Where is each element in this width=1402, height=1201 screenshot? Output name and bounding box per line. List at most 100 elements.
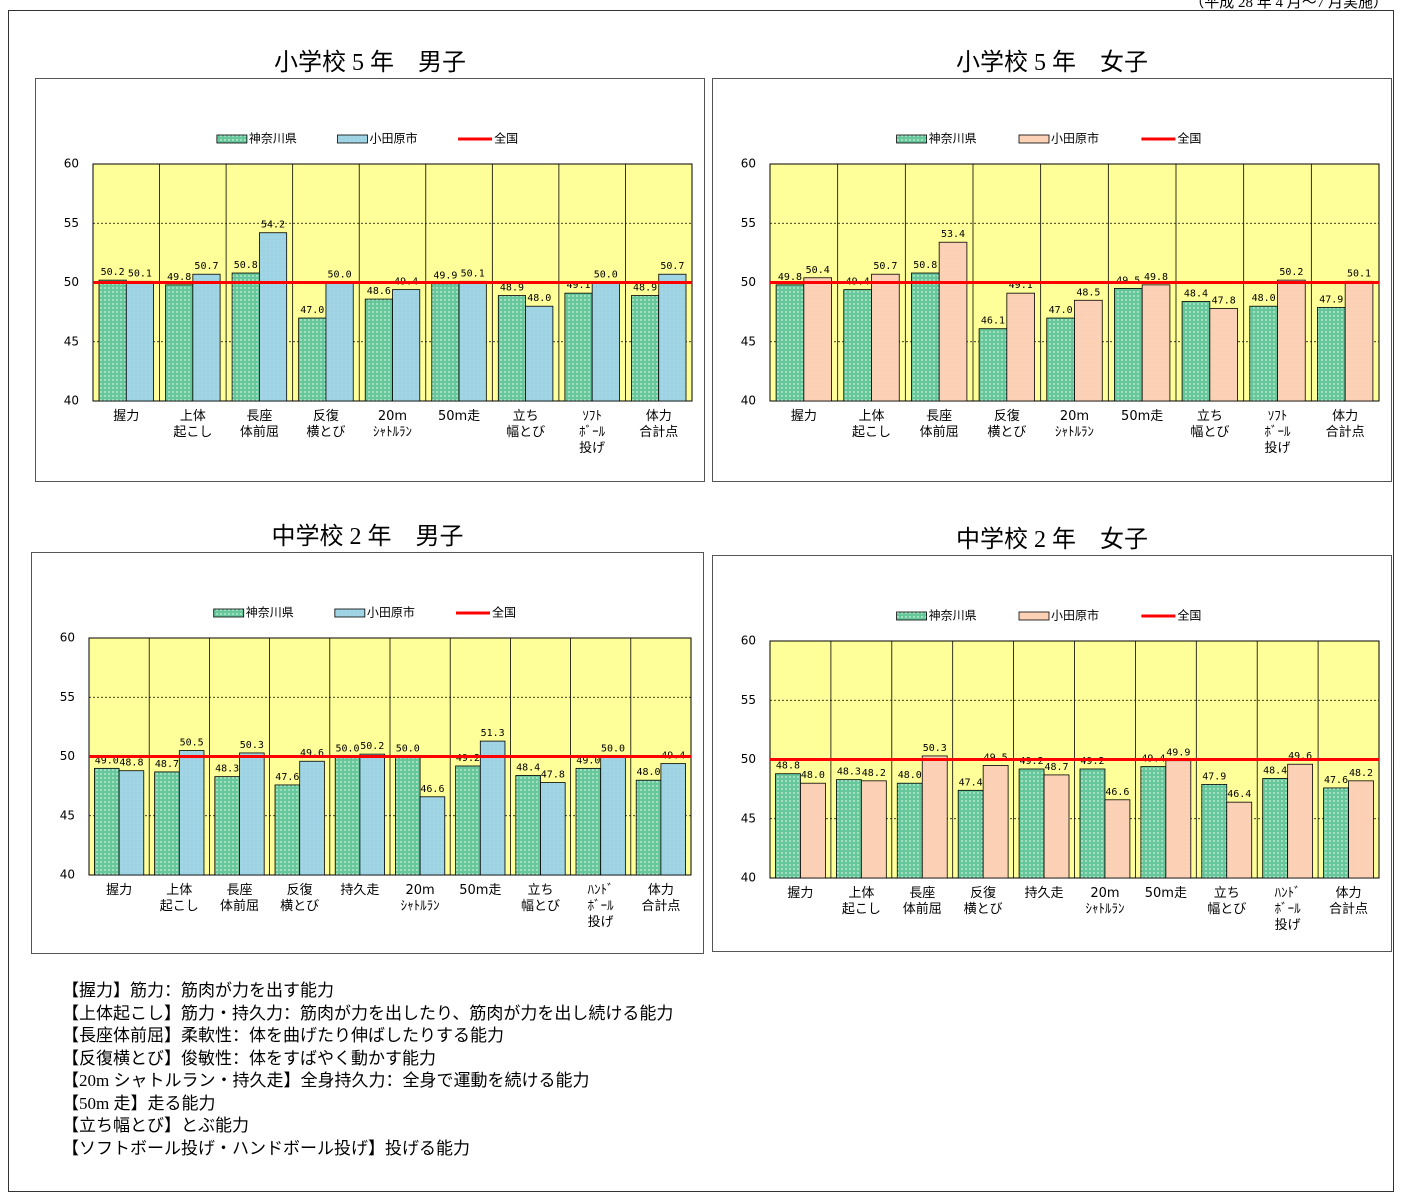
value-label: 50.0 (601, 744, 625, 755)
y-tick-label: 40 (741, 394, 756, 408)
bar (1043, 774, 1070, 879)
bar (1140, 766, 1167, 879)
legend-label: 全国 (1177, 608, 1201, 623)
bar (843, 289, 872, 402)
y-tick-label: 50 (741, 752, 756, 766)
value-label: 49.6 (1288, 751, 1312, 762)
bar (154, 771, 180, 876)
legend-label: 全国 (1177, 131, 1201, 146)
x-tick-label: 長座 体前屈 (239, 409, 279, 440)
bar (1201, 783, 1228, 879)
value-label: 50.0 (336, 744, 360, 755)
bar (419, 796, 446, 876)
value-label: 48.2 (1349, 768, 1373, 779)
bar (392, 289, 421, 402)
bar (192, 273, 221, 402)
value-label: 49.6 (300, 748, 324, 759)
legend-swatch (896, 611, 928, 621)
value-label: 48.3 (837, 767, 861, 778)
x-tick-label: 立ち 幅とび (1190, 409, 1230, 440)
legend-label: 全国 (492, 605, 516, 620)
bar (835, 779, 862, 879)
legend-label: 神奈川県 (929, 132, 977, 146)
description: 【50m 走】走る能力 (62, 1093, 216, 1113)
value-label: 49.2 (1020, 756, 1044, 767)
bar (479, 740, 506, 876)
bar (458, 280, 487, 402)
value-label: 49.0 (576, 755, 600, 766)
bar (1114, 288, 1143, 402)
value-label: 48.4 (516, 762, 540, 773)
x-tick-label: 握力 (787, 886, 814, 901)
bar (239, 752, 265, 876)
y-tick-label: 40 (64, 394, 79, 408)
x-tick-label: 体力 合計点 (641, 883, 681, 914)
bar (600, 756, 626, 876)
bar (982, 765, 1009, 879)
value-label: 48.5 (1076, 287, 1100, 298)
value-label: 53.4 (941, 229, 965, 240)
value-label: 54.2 (261, 220, 285, 231)
x-tick-label: 長座 体前屈 (919, 409, 959, 440)
value-label: 50.4 (806, 265, 830, 276)
value-label: 50.2 (101, 267, 125, 278)
x-tick-label: ｿﾌﾄ ﾎﾞｰﾙ 投げ (1264, 409, 1291, 456)
value-label: 50.1 (461, 268, 485, 279)
x-tick-label: 長座 体前屈 (219, 883, 260, 914)
bar (525, 305, 554, 402)
bar (325, 282, 354, 402)
bar (1323, 787, 1349, 879)
x-tick-label: 上体 起こし (851, 409, 892, 440)
bar (125, 280, 154, 402)
bar (258, 232, 288, 402)
y-tick-label: 45 (60, 808, 75, 822)
bar (658, 273, 687, 402)
x-tick-label: 立ち 幅とび (520, 883, 561, 914)
bar (515, 775, 541, 876)
x-tick-label: 持久走 (1024, 886, 1064, 901)
y-tick-label: 45 (741, 334, 756, 348)
value-label: 47.0 (1049, 305, 1073, 316)
legend-swatch (213, 608, 245, 618)
value-label: 47.4 (959, 777, 983, 788)
x-tick-label: 反復 横とび (987, 409, 1027, 440)
legend-label: 小田原市 (1051, 608, 1099, 623)
bar (298, 317, 327, 402)
value-label: 50.7 (660, 261, 684, 272)
bar (660, 763, 686, 876)
bar (1181, 301, 1211, 402)
bar (497, 295, 527, 402)
chart-title: 中学校 2 年 女子 (956, 527, 1148, 553)
bar (591, 282, 620, 402)
value-label: 49.2 (456, 753, 480, 764)
bar (1209, 308, 1238, 402)
value-label: 48.3 (215, 764, 239, 775)
bar (1344, 280, 1374, 402)
bar (540, 782, 566, 876)
value-label: 48.0 (637, 767, 661, 778)
value-label: 48.2 (862, 768, 886, 779)
x-tick-label: 握力 (790, 409, 817, 424)
description: 【反復横とび】俊敏性：体をすばやく動かす能力 (62, 1048, 436, 1068)
x-tick-label: 50m走 (1144, 886, 1187, 901)
y-tick-label: 50 (741, 275, 756, 289)
x-tick-label: 上体 起こし (159, 883, 199, 914)
bar (978, 328, 1008, 402)
legend-label: 神奈川県 (929, 609, 977, 623)
value-label: 48.8 (776, 761, 800, 772)
legend-swatch (334, 608, 366, 618)
bar (1018, 768, 1045, 879)
value-label: 47.6 (275, 772, 299, 783)
y-tick-label: 55 (60, 690, 75, 704)
bar (1165, 760, 1192, 879)
description: 【握力】筋力：筋肉が力を出す能力 (62, 981, 334, 1000)
value-label: 46.6 (1105, 787, 1129, 798)
value-label: 48.6 (367, 286, 391, 297)
x-tick-label: 立ち 幅とび (506, 409, 546, 440)
chart-title: 小学校 5 年 女子 (956, 50, 1148, 76)
legend-label: 小田原市 (367, 605, 415, 620)
bar (1074, 299, 1103, 402)
y-tick-label: 60 (741, 634, 756, 648)
bar (178, 750, 205, 876)
legend-swatch (1018, 134, 1050, 144)
